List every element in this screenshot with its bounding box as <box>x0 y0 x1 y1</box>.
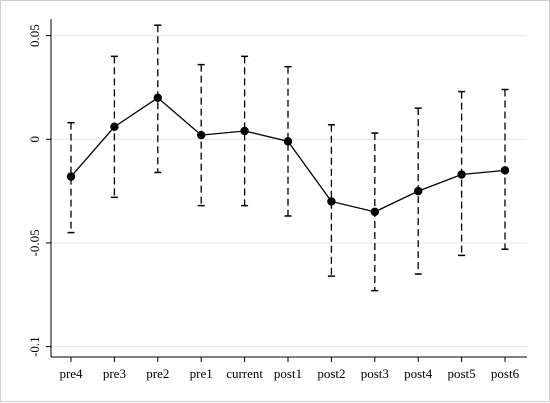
x-tick-label: pre2 <box>146 366 169 381</box>
x-tick-label: post6 <box>491 366 520 381</box>
axes <box>46 19 527 362</box>
data-point <box>370 207 379 217</box>
x-tick-label: current <box>226 366 263 381</box>
y-tick-label: 0 <box>27 136 42 143</box>
data-point <box>327 197 336 206</box>
data-point <box>110 122 119 132</box>
data-point <box>414 186 423 196</box>
data-point <box>283 137 293 146</box>
data-point <box>66 172 76 181</box>
x-tick-label: post4 <box>404 366 433 381</box>
y-tick-label: -0.1 <box>27 336 42 357</box>
gridlines <box>51 35 527 348</box>
tick-labels: -0.1 -0.05 0 0.05 pre4 pre3 pre2 pre1 current pos… <box>27 24 520 381</box>
x-tick-label: pre1 <box>190 366 213 381</box>
y-tick-label: 0.05 <box>27 24 42 47</box>
data-point <box>457 170 466 179</box>
x-tick-label: pre4 <box>59 366 83 381</box>
data-point <box>197 130 206 140</box>
x-tick-label: post5 <box>448 366 476 381</box>
data-point <box>500 166 510 175</box>
x-tick-label: post1 <box>274 366 302 381</box>
confidence-intervals <box>67 24 509 292</box>
x-tick-label: post2 <box>317 366 345 381</box>
estimate-points <box>66 93 510 217</box>
x-tick-label: pre3 <box>103 366 126 381</box>
data-point <box>153 93 162 102</box>
y-tick-label: -0.05 <box>27 229 42 256</box>
data-point <box>240 126 249 136</box>
x-tick-label: post3 <box>361 366 389 381</box>
